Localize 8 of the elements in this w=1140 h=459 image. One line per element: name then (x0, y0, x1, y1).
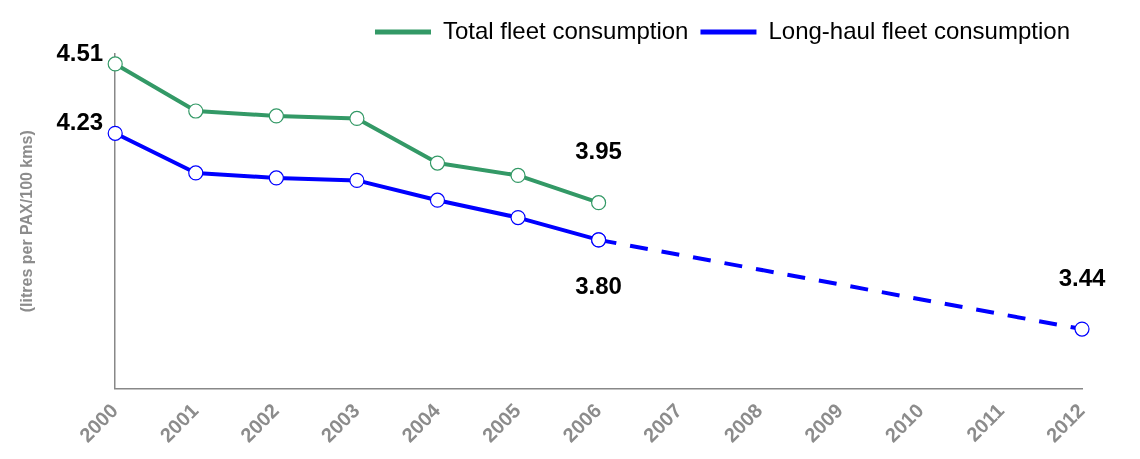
data-label: 4.51 (56, 38, 104, 66)
data-label: 4.23 (56, 107, 104, 135)
y-axis-title: (litres per PAX/100 kms) (18, 130, 36, 313)
data-label: 3.95 (575, 137, 622, 165)
data-label: 3.80 (575, 272, 622, 300)
legend-label: Long-haul fleet consumption (768, 16, 1071, 44)
data-label: 3.44 (1058, 263, 1106, 291)
legend-label: Total fleet consumption (442, 16, 689, 44)
